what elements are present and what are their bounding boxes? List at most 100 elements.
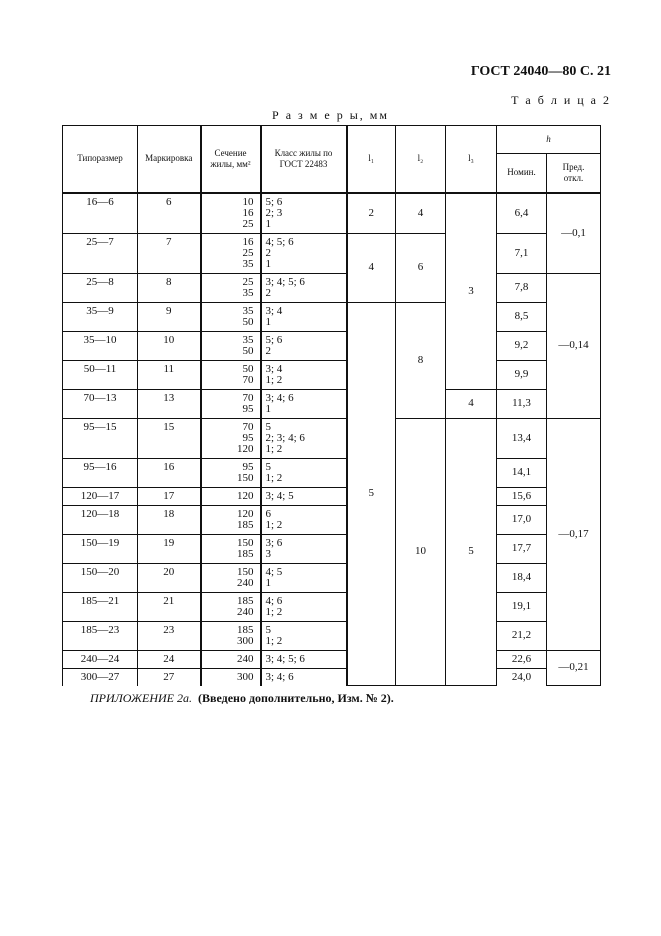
cell-pred: —0,14 — [546, 272, 601, 419]
cell-section: 150 240 — [200, 562, 262, 593]
table-row: 95—16 16 95 150 5 1; 2 14,1 — [62, 457, 601, 488]
col-mark: Маркировка — [137, 125, 202, 194]
cell-nom: 15,6 — [496, 486, 547, 506]
cell-nom: 21,2 — [496, 620, 547, 651]
cell-l2: 6 — [395, 232, 446, 303]
cell-nom: 13,4 — [496, 417, 547, 459]
cell-type: 95—15 — [62, 417, 138, 459]
col-class: Класс жилы по ГОСТ 22483 — [260, 125, 348, 194]
cell-l2: 4 — [395, 192, 446, 234]
cell-type: 150—19 — [62, 533, 138, 564]
cell-nom: 17,0 — [496, 504, 547, 535]
table-row: 185—21 21 185 240 4; 6 1; 2 19,1 — [62, 591, 601, 622]
cell-section: 50 70 — [200, 359, 262, 390]
cell-mark: 16 — [137, 457, 202, 488]
cell-mark: 21 — [137, 591, 202, 622]
appendix-note: ПРИЛОЖЕНИЕ 2а. (Введено дополнительно, И… — [90, 691, 394, 706]
cell-type: 300—27 — [62, 667, 138, 686]
cell-type: 50—11 — [62, 359, 138, 390]
cell-nom: 9,9 — [496, 359, 547, 390]
cell-class: 3; 4; 5 — [260, 486, 348, 506]
cell-class: 5; 6 2; 3 1 — [260, 192, 348, 234]
cell-class: 3; 4 1 — [260, 301, 348, 332]
cell-type: 240—24 — [62, 649, 138, 669]
cell-nom: 11,3 — [496, 388, 547, 419]
col-l2: l₂ — [395, 125, 446, 194]
units-label: Р а з м е р ы, мм — [272, 108, 389, 122]
cell-mark: 13 — [137, 388, 202, 419]
cell-l3: 5 — [445, 417, 497, 686]
cell-nom: 14,1 — [496, 457, 547, 488]
table-row: 150—20 20 150 240 4; 5 1 18,4 — [62, 562, 601, 593]
cell-section: 300 — [200, 667, 262, 686]
table-row: 120—18 18 120 185 6 1; 2 17,0 — [62, 504, 601, 535]
cell-type: 150—20 — [62, 562, 138, 593]
cell-nom: 7,1 — [496, 232, 547, 274]
cell-class: 3; 4 1; 2 — [260, 359, 348, 390]
table-row: 150—19 19 150 185 3; 6 3 17,7 — [62, 533, 601, 564]
cell-mark: 8 — [137, 272, 202, 303]
cell-class: 3; 4; 5; 6 — [260, 649, 348, 669]
cell-l3: 4 — [445, 388, 497, 419]
cell-type: 185—23 — [62, 620, 138, 651]
table-row: 185—23 23 185 300 5 1; 2 21,2 — [62, 620, 601, 651]
cell-type: 35—9 — [62, 301, 138, 332]
cell-nom: 17,7 — [496, 533, 547, 564]
cell-mark: 24 — [137, 649, 202, 669]
dimensions-table: Типоразмер Маркировка Сечение жилы, мм² … — [62, 125, 601, 686]
appendix-label: ПРИЛОЖЕНИЕ 2а. — [90, 691, 192, 705]
table-row: 35—9 9 35 50 3; 4 1 5 8 8,5 — [62, 301, 601, 686]
cell-nom: 24,0 — [496, 667, 547, 686]
cell-section: 95 150 — [200, 457, 262, 488]
cell-type: 16—6 — [62, 192, 138, 234]
cell-type: 95—16 — [62, 457, 138, 488]
table-row: 300—27 27 300 3; 4; 6 24,0 — [62, 667, 601, 686]
cell-section: 70 95 — [200, 388, 262, 419]
cell-type: 185—21 — [62, 591, 138, 622]
cell-mark: 15 — [137, 417, 202, 459]
cell-class: 3; 4; 5; 6 2 — [260, 272, 348, 303]
cell-class: 5; 6 2 — [260, 330, 348, 361]
cell-mark: 10 — [137, 330, 202, 361]
cell-pred: —0,17 — [546, 417, 601, 651]
cell-pred: —0,1 — [546, 192, 601, 274]
cell-type: 70—13 — [62, 388, 138, 419]
col-h: h — [496, 125, 601, 154]
cell-pred: —0,21 — [546, 649, 601, 686]
table-row: 70—13 13 70 95 3; 4; 6 1 4 11,3 — [62, 388, 601, 419]
col-l3: l₃ — [445, 125, 497, 194]
cell-class: 4; 5; 6 2 1 — [260, 232, 348, 274]
cell-class: 4; 6 1; 2 — [260, 591, 348, 622]
table-row: 95—15 15 70 95 120 5 2; 3; 4; 6 1; 2 10 5 13,4… — [62, 417, 601, 686]
col-l1: l₁ — [346, 125, 396, 194]
cell-mark: 6 — [137, 192, 202, 234]
cell-class: 5 1; 2 — [260, 457, 348, 488]
table-row: 240—24 24 240 3; 4; 5; 6 22,6 —0,21 — [62, 649, 601, 686]
cell-mark: 17 — [137, 486, 202, 506]
cell-section: 185 240 — [200, 591, 262, 622]
cell-section: 35 50 — [200, 301, 262, 332]
cell-nom: 22,6 — [496, 649, 547, 669]
col-section: Сечение жилы, мм² — [200, 125, 262, 194]
cell-mark: 27 — [137, 667, 202, 686]
cell-mark: 7 — [137, 232, 202, 274]
table-row: 25—8 8 25 35 3; 4; 5; 6 2 7,8 —0,14 — [62, 272, 601, 419]
cell-mark: 19 — [137, 533, 202, 564]
col-pred: Пред. откл. — [546, 153, 601, 194]
cell-class: 6 1; 2 — [260, 504, 348, 535]
cell-nom: 7,8 — [496, 272, 547, 303]
table-row: 25—7 7 16 25 35 4; 5; 6 2 1 4 6 7,1 — [62, 232, 601, 303]
cell-nom: 18,4 — [496, 562, 547, 593]
cell-mark: 23 — [137, 620, 202, 651]
cell-mark: 20 — [137, 562, 202, 593]
cell-section: 16 25 35 — [200, 232, 262, 274]
cell-nom: 19,1 — [496, 591, 547, 622]
cell-class: 5 2; 3; 4; 6 1; 2 — [260, 417, 348, 459]
cell-section: 150 185 — [200, 533, 262, 564]
cell-type: 25—7 — [62, 232, 138, 274]
table-row: 120—17 17 120 3; 4; 5 15,6 — [62, 486, 601, 506]
cell-type: 25—8 — [62, 272, 138, 303]
table-row: 50—11 11 50 70 3; 4 1; 2 9,9 — [62, 359, 601, 390]
cell-l1: 2 — [346, 192, 396, 234]
cell-mark: 11 — [137, 359, 202, 390]
